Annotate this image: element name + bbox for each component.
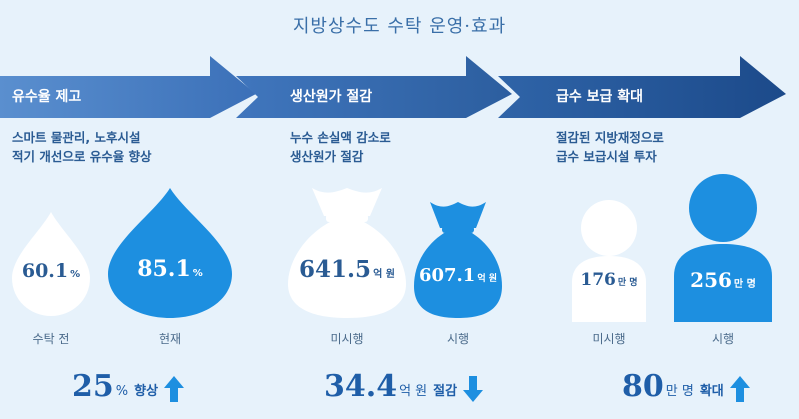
arrow-down-icon [463,376,484,402]
caption-3a: 미시행 [592,332,626,346]
banner-arrow-1 [0,56,256,118]
value-3a: 176 만 명 [580,270,638,290]
value-3b: 256 만 명 [690,268,756,292]
banner-arrow-2 [236,56,512,118]
summary-1: 25 % 향상 [72,372,185,402]
summary-3: 80 만 명 확대 [622,372,750,402]
banner-label-3: 급수 보급 확대 [556,89,644,105]
arrow-up-icon [729,376,750,402]
arrow-up-icon [164,376,185,402]
person-icon [674,174,772,322]
banner-label-2: 생산원가 절감 [290,89,373,105]
description-1: 스마트 물관리, 노후시설 적기 개선으로 유수율 향상 [12,130,152,164]
value-2a: 641.5 억 원 [299,256,395,283]
banner-arrows [0,56,786,118]
caption-3b: 시행 [711,332,735,346]
value-1b: 85.1% [137,256,203,282]
value-2b: 607.1 억 원 [418,265,498,286]
caption-2b: 시행 [446,332,470,346]
value-1a: 60.1% [21,260,81,282]
banner-label-1: 유수율 제고 [12,89,82,105]
caption-2a: 미시행 [330,332,364,346]
drop-icon [12,212,90,316]
person-icon [572,200,646,322]
money-bag-icon [288,188,406,318]
description-3: 절감된 지방재정으로 급수 보급시설 투자 [556,130,664,164]
drop-icon [108,188,232,318]
page-title: 지방상수도 수탁 운영·효과 [292,16,507,37]
banner-arrow-3 [498,56,786,118]
money-bag-icon [414,202,502,318]
description-2: 누수 손실액 감소로 생산원가 절감 [290,130,391,164]
summary-2: 34.4 억 원 절감 [324,372,484,402]
caption-1b: 현재 [158,332,182,346]
caption-1a: 수탁 전 [32,332,70,346]
